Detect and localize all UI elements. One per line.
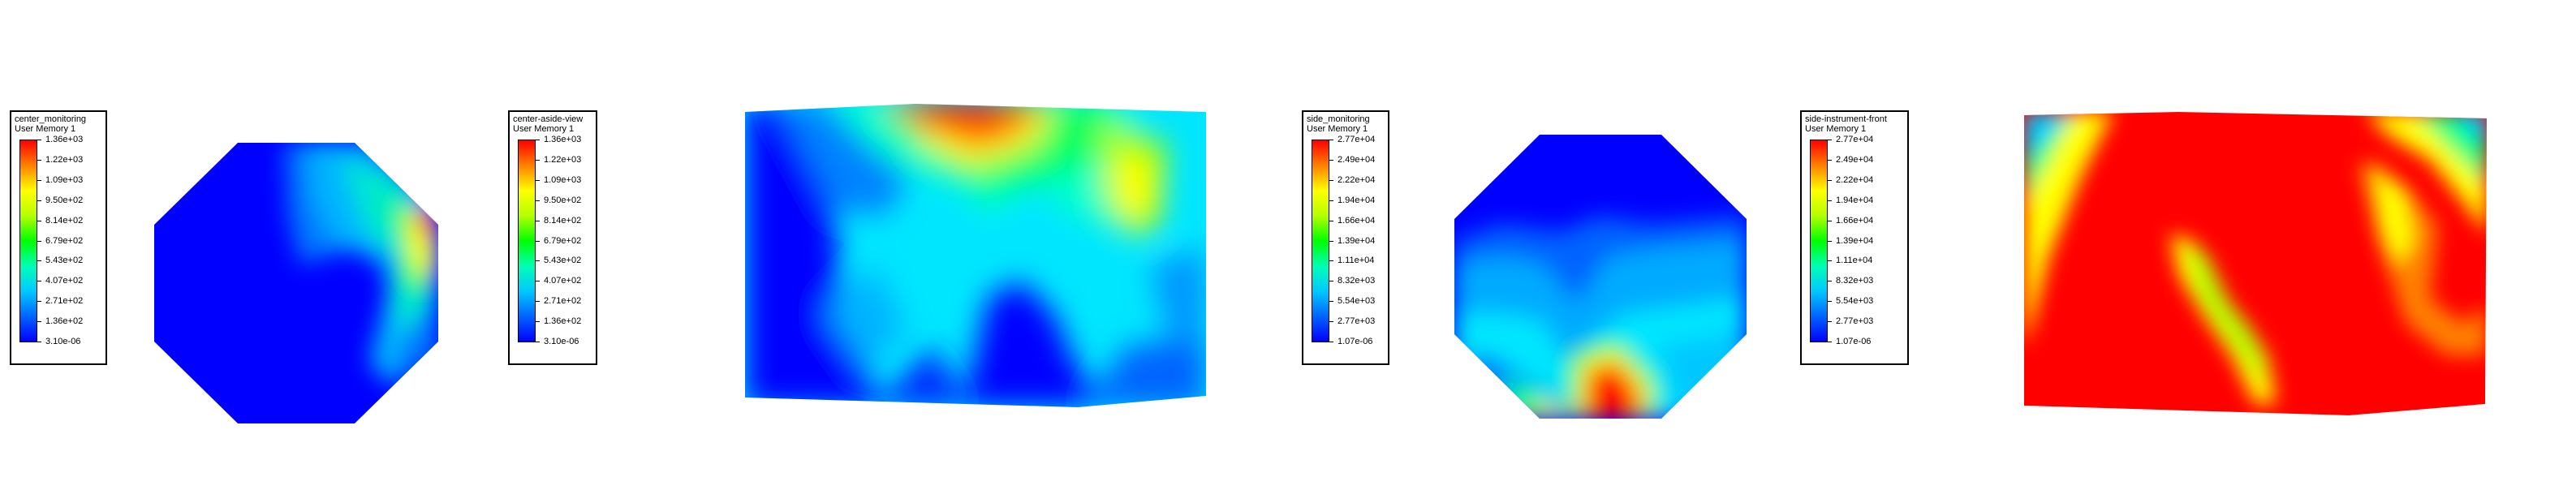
colorbar-legend-side-instrument-front: side-instrument-front User Memory 1 2.77… bbox=[1800, 110, 1909, 365]
colorbar-tick-label: 5.54e+03 bbox=[1338, 296, 1376, 307]
colorbar-tick-label: 6.79e+02 bbox=[45, 235, 84, 246]
colorbar-tick-label: 1.07e-06 bbox=[1338, 337, 1373, 346]
colorbar-tick-label: 2.77e+04 bbox=[1338, 135, 1376, 144]
colorbar-tick bbox=[536, 240, 540, 242]
colorbar-tick-label: 1.22e+03 bbox=[45, 154, 84, 165]
colorbar-tick bbox=[37, 240, 41, 242]
colorbar-tick-label: 1.11e+04 bbox=[1338, 256, 1375, 266]
legend-title: center_monitoring bbox=[15, 114, 87, 124]
colorbar-tick-label: 9.50e+02 bbox=[45, 195, 84, 205]
colorbar-tick-label: 2.71e+02 bbox=[544, 296, 582, 307]
colorbar-tick-label: 8.32e+03 bbox=[1338, 276, 1376, 286]
colorbar-tick bbox=[1329, 260, 1333, 262]
colorbar-tick-label: 2.22e+04 bbox=[1836, 174, 1874, 185]
colorbar-tick bbox=[1828, 301, 1832, 303]
colorbar-tick bbox=[1329, 200, 1333, 201]
colorbar-legend-center-aside-view: center-aside-view User Memory 1 1.36e+03… bbox=[508, 110, 597, 365]
colorbar-tick bbox=[1828, 321, 1832, 323]
colorbar-tick-label: 2.22e+04 bbox=[1338, 174, 1376, 185]
contour-plot-svg bbox=[1454, 135, 1747, 419]
colorbar-tick-label: 1.09e+03 bbox=[45, 174, 84, 185]
colorbar-tick bbox=[536, 179, 540, 181]
colorbar-tick bbox=[536, 159, 540, 161]
legend-title: side-instrument-front bbox=[1805, 114, 1887, 124]
colorbar-tick-label: 2.77e+03 bbox=[1836, 316, 1874, 327]
colorbar-tick-label: 2.71e+02 bbox=[45, 296, 84, 307]
colorbar-tick bbox=[1329, 240, 1333, 242]
colorbar-tick bbox=[536, 321, 540, 323]
colorbar-tick-label: 5.43e+02 bbox=[544, 256, 582, 266]
colorbar-tick-label: 2.49e+04 bbox=[1836, 154, 1874, 165]
colorbar-tick-label: 8.32e+03 bbox=[1836, 276, 1874, 286]
colorbar bbox=[1810, 140, 1828, 342]
colorbar-tick bbox=[536, 301, 540, 303]
colorbar bbox=[19, 140, 37, 342]
colorbar-tick bbox=[37, 159, 41, 161]
colorbar-tick-label: 1.36e+03 bbox=[544, 135, 582, 144]
colorbar-legend-side-monitoring: side_monitoring User Memory 1 2.77e+04 2.… bbox=[1302, 110, 1389, 365]
legend-title: center-aside-view bbox=[513, 114, 584, 124]
colorbar-tick-label: 9.50e+02 bbox=[544, 195, 582, 205]
contour-plot-center-aside-view bbox=[745, 102, 1206, 407]
colorbar-tick bbox=[37, 200, 41, 201]
colorbar-tick bbox=[37, 321, 41, 323]
legend-subtitle: User Memory 1 bbox=[15, 124, 76, 134]
colorbar-tick-label: 1.66e+04 bbox=[1338, 215, 1376, 226]
colorbar-tick bbox=[1329, 179, 1333, 181]
colorbar-tick-label: 8.14e+02 bbox=[544, 215, 582, 226]
legend-subtitle: User Memory 1 bbox=[1805, 124, 1867, 134]
colorbar-tick-label: 1.66e+04 bbox=[1836, 215, 1874, 226]
legend-subtitle: User Memory 1 bbox=[513, 124, 575, 134]
legend-title: side_monitoring bbox=[1307, 114, 1370, 124]
colorbar-tick-label: 2.49e+04 bbox=[1338, 154, 1376, 165]
colorbar-tick bbox=[1828, 240, 1832, 242]
colorbar bbox=[518, 140, 536, 342]
colorbar-tick-label: 5.54e+03 bbox=[1836, 296, 1874, 307]
colorbar-legend-center-monitoring: center_monitoring User Memory 1 1.36e+03… bbox=[10, 110, 107, 365]
colorbar-tick-label: 1.39e+04 bbox=[1338, 235, 1376, 246]
colorbar-tick-label: 1.22e+03 bbox=[544, 154, 582, 165]
colorbar-tick-label: 1.07e-06 bbox=[1836, 337, 1872, 346]
colorbar-tick-label: 1.94e+04 bbox=[1836, 195, 1874, 205]
colorbar-tick-label: 1.39e+04 bbox=[1836, 235, 1874, 246]
colorbar-tick-label: 1.36e+02 bbox=[45, 316, 84, 327]
colorbar-tick bbox=[1329, 159, 1333, 161]
colorbar-tick bbox=[1828, 179, 1832, 181]
colorbar-tick-label: 8.14e+02 bbox=[45, 215, 84, 226]
colorbar-tick bbox=[1828, 200, 1832, 201]
contour-plot-center-monitoring bbox=[154, 143, 438, 423]
colorbar-tick-label: 4.07e+02 bbox=[544, 276, 582, 286]
colorbar-tick bbox=[1828, 159, 1832, 161]
contour-plot-side-monitoring bbox=[1454, 135, 1747, 419]
colorbar-tick-label: 4.07e+02 bbox=[45, 276, 84, 286]
colorbar-tick bbox=[536, 260, 540, 262]
colorbar-tick-label: 1.09e+03 bbox=[544, 174, 582, 185]
colorbar-tick bbox=[1828, 260, 1832, 262]
colorbar-tick bbox=[536, 200, 540, 201]
colorbar-tick bbox=[1329, 321, 1333, 323]
colorbar-tick-label: 1.94e+04 bbox=[1338, 195, 1376, 205]
colorbar-tick-label: 2.77e+03 bbox=[1338, 316, 1376, 327]
colorbar-tick bbox=[37, 179, 41, 181]
colorbar-tick bbox=[37, 301, 41, 303]
colorbar-tick-label: 1.36e+02 bbox=[544, 316, 582, 327]
colorbar-tick-label: 3.10e-06 bbox=[45, 337, 81, 346]
colorbar-tick-label: 1.36e+03 bbox=[45, 135, 84, 144]
colorbar-tick-label: 2.77e+04 bbox=[1836, 135, 1874, 144]
contour-plot-svg bbox=[2024, 112, 2487, 415]
contour-plot-side-instrument-front bbox=[2024, 112, 2487, 415]
colorbar-tick bbox=[37, 260, 41, 262]
legend-subtitle: User Memory 1 bbox=[1307, 124, 1368, 134]
contour-plot-svg bbox=[154, 143, 438, 423]
colorbar-tick-label: 1.11e+04 bbox=[1836, 256, 1873, 266]
colorbar-tick-label: 5.43e+02 bbox=[45, 256, 84, 266]
colorbar bbox=[1312, 140, 1329, 342]
colorbar-tick-label: 6.79e+02 bbox=[544, 235, 582, 246]
contour-plot-svg bbox=[745, 104, 1206, 407]
colorbar-tick-label: 3.10e-06 bbox=[544, 337, 579, 346]
colorbar-tick bbox=[1329, 301, 1333, 303]
